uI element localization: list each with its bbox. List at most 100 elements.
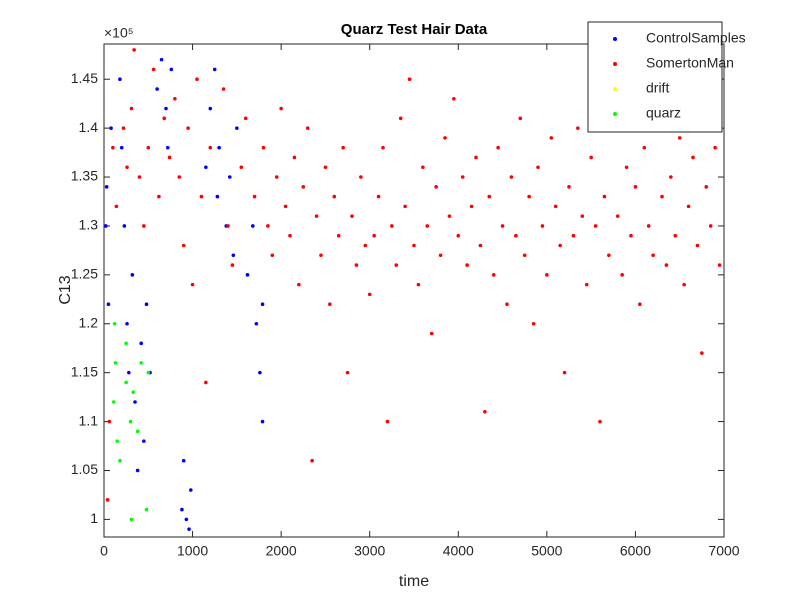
y-tick-label: 1.45 [71,70,98,86]
point [199,194,204,199]
point [187,527,191,531]
point [500,224,505,228]
point [118,458,122,463]
point [478,243,483,248]
point [184,517,189,522]
point [593,224,598,228]
point [104,185,109,189]
point [691,155,695,160]
point [474,155,478,160]
point [180,507,184,512]
point [254,321,259,326]
point [301,185,306,189]
point [536,165,540,170]
point [509,175,514,179]
point [292,155,297,160]
point [177,175,182,179]
point [144,507,149,512]
point [638,302,642,306]
x-tick-label: 6000 [620,543,651,559]
point [119,145,124,150]
point [113,361,118,365]
legend-label: drift [646,80,669,96]
point [562,370,567,375]
x-tick-label: 4000 [443,543,474,559]
point [121,126,126,130]
point [660,194,664,199]
point [598,419,602,424]
point [421,165,425,170]
point [483,409,487,414]
point [633,185,638,189]
point [496,145,500,150]
point [133,400,137,404]
point [258,370,262,375]
point [708,224,713,228]
x-tick-label: 5000 [531,543,562,559]
point [345,370,350,375]
point [245,273,250,277]
point [354,263,359,267]
point [135,429,140,434]
point [717,263,722,267]
y-tick-label: 1.1 [79,412,99,428]
point [341,145,345,150]
point [221,87,226,91]
x-axis-label: time [399,573,429,590]
y-exponent: ×10⁵ [104,25,134,41]
point [155,87,159,91]
point [514,233,518,238]
point [651,253,655,258]
point [642,145,647,150]
point [146,145,151,150]
point [266,224,270,228]
point [105,498,110,502]
point [252,194,257,199]
point [669,175,673,179]
point [438,253,443,258]
point [412,243,416,248]
legend-label: ControlSamples [646,30,746,46]
point [142,439,146,443]
point [452,96,456,101]
point [469,204,474,209]
point [522,253,527,258]
x-tick-label: 3000 [354,543,385,559]
point [700,351,704,355]
point [673,233,678,238]
y-tick-label: 1.4 [79,119,99,135]
point [127,370,131,375]
y-tick-label: 1.05 [71,461,98,477]
point [487,194,492,199]
point [434,185,438,189]
point [217,145,221,150]
point [491,273,496,277]
y-tick-label: 1.35 [71,168,98,184]
point [518,116,523,121]
point [367,292,372,297]
point [447,214,452,218]
point [505,302,509,306]
point [139,341,143,346]
point [686,204,691,209]
y-axis-label: C13 [57,275,74,304]
x-tick-label: 2000 [266,543,297,559]
point [305,126,310,130]
point [704,185,709,189]
point [243,116,248,121]
point [208,106,213,111]
point [251,224,255,228]
point [620,273,624,277]
x-tick-label: 0 [100,543,108,559]
point [394,263,399,267]
point [584,282,589,287]
point [558,243,562,248]
legend-marker [613,62,617,66]
point [129,106,134,111]
point [664,263,669,267]
point [131,390,136,395]
point [443,136,447,140]
point [624,165,629,170]
x-tick-label: 1000 [177,543,208,559]
point [115,439,120,443]
